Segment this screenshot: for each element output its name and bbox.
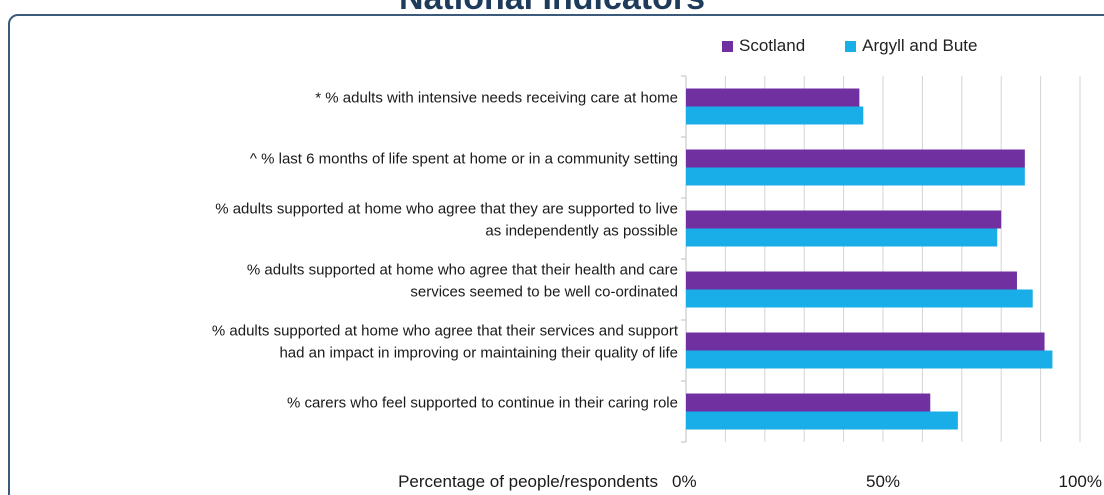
bar-scotland <box>686 271 1017 290</box>
bar-scotland <box>686 210 1002 229</box>
category-label: % adults supported at home who agree tha… <box>247 262 678 279</box>
chart-title: National Indicators <box>0 0 1104 18</box>
bar-argyll-and-bute <box>686 167 1025 186</box>
category-label: % carers who feel supported to continue … <box>287 395 678 412</box>
legend-swatch-scotland <box>722 40 733 52</box>
bar-argyll-and-bute <box>686 228 998 247</box>
bar-scotland <box>686 149 1025 168</box>
bar-scotland <box>686 393 931 412</box>
category-label: had an impact in improving or maintainin… <box>279 345 678 362</box>
category-label: as independently as possible <box>485 223 678 240</box>
x-axis-title: Percentage of people/respondents <box>398 472 658 491</box>
x-tick-label: 50% <box>866 472 900 491</box>
legend-item-argyll-and-bute: Argyll and Bute <box>845 36 977 56</box>
bar-argyll-and-bute <box>686 411 958 430</box>
bar-argyll-and-bute <box>686 106 864 125</box>
chart-frame <box>8 14 1104 495</box>
bar-argyll-and-bute <box>686 289 1033 308</box>
category-label: ^ % last 6 months of life spent at home … <box>250 151 678 168</box>
chart-legend: Scotland Argyll and Bute <box>722 36 1017 56</box>
legend-item-scotland: Scotland <box>722 36 805 56</box>
category-label: % adults supported at home who agree tha… <box>212 323 679 340</box>
category-label: % adults supported at home who agree tha… <box>215 201 678 218</box>
x-tick-label: 100% <box>1059 472 1102 491</box>
legend-label-argyll-and-bute: Argyll and Bute <box>862 36 978 55</box>
bar-scotland <box>686 332 1045 351</box>
category-label: * % adults with intensive needs receivin… <box>315 90 678 107</box>
bar-argyll-and-bute <box>686 350 1053 369</box>
x-tick-label: 0% <box>672 472 697 491</box>
legend-swatch-argyll-and-bute <box>845 40 857 52</box>
bar-scotland <box>686 88 860 107</box>
legend-label-scotland: Scotland <box>739 36 806 55</box>
category-label: services seemed to be well co-ordinated <box>410 284 678 301</box>
